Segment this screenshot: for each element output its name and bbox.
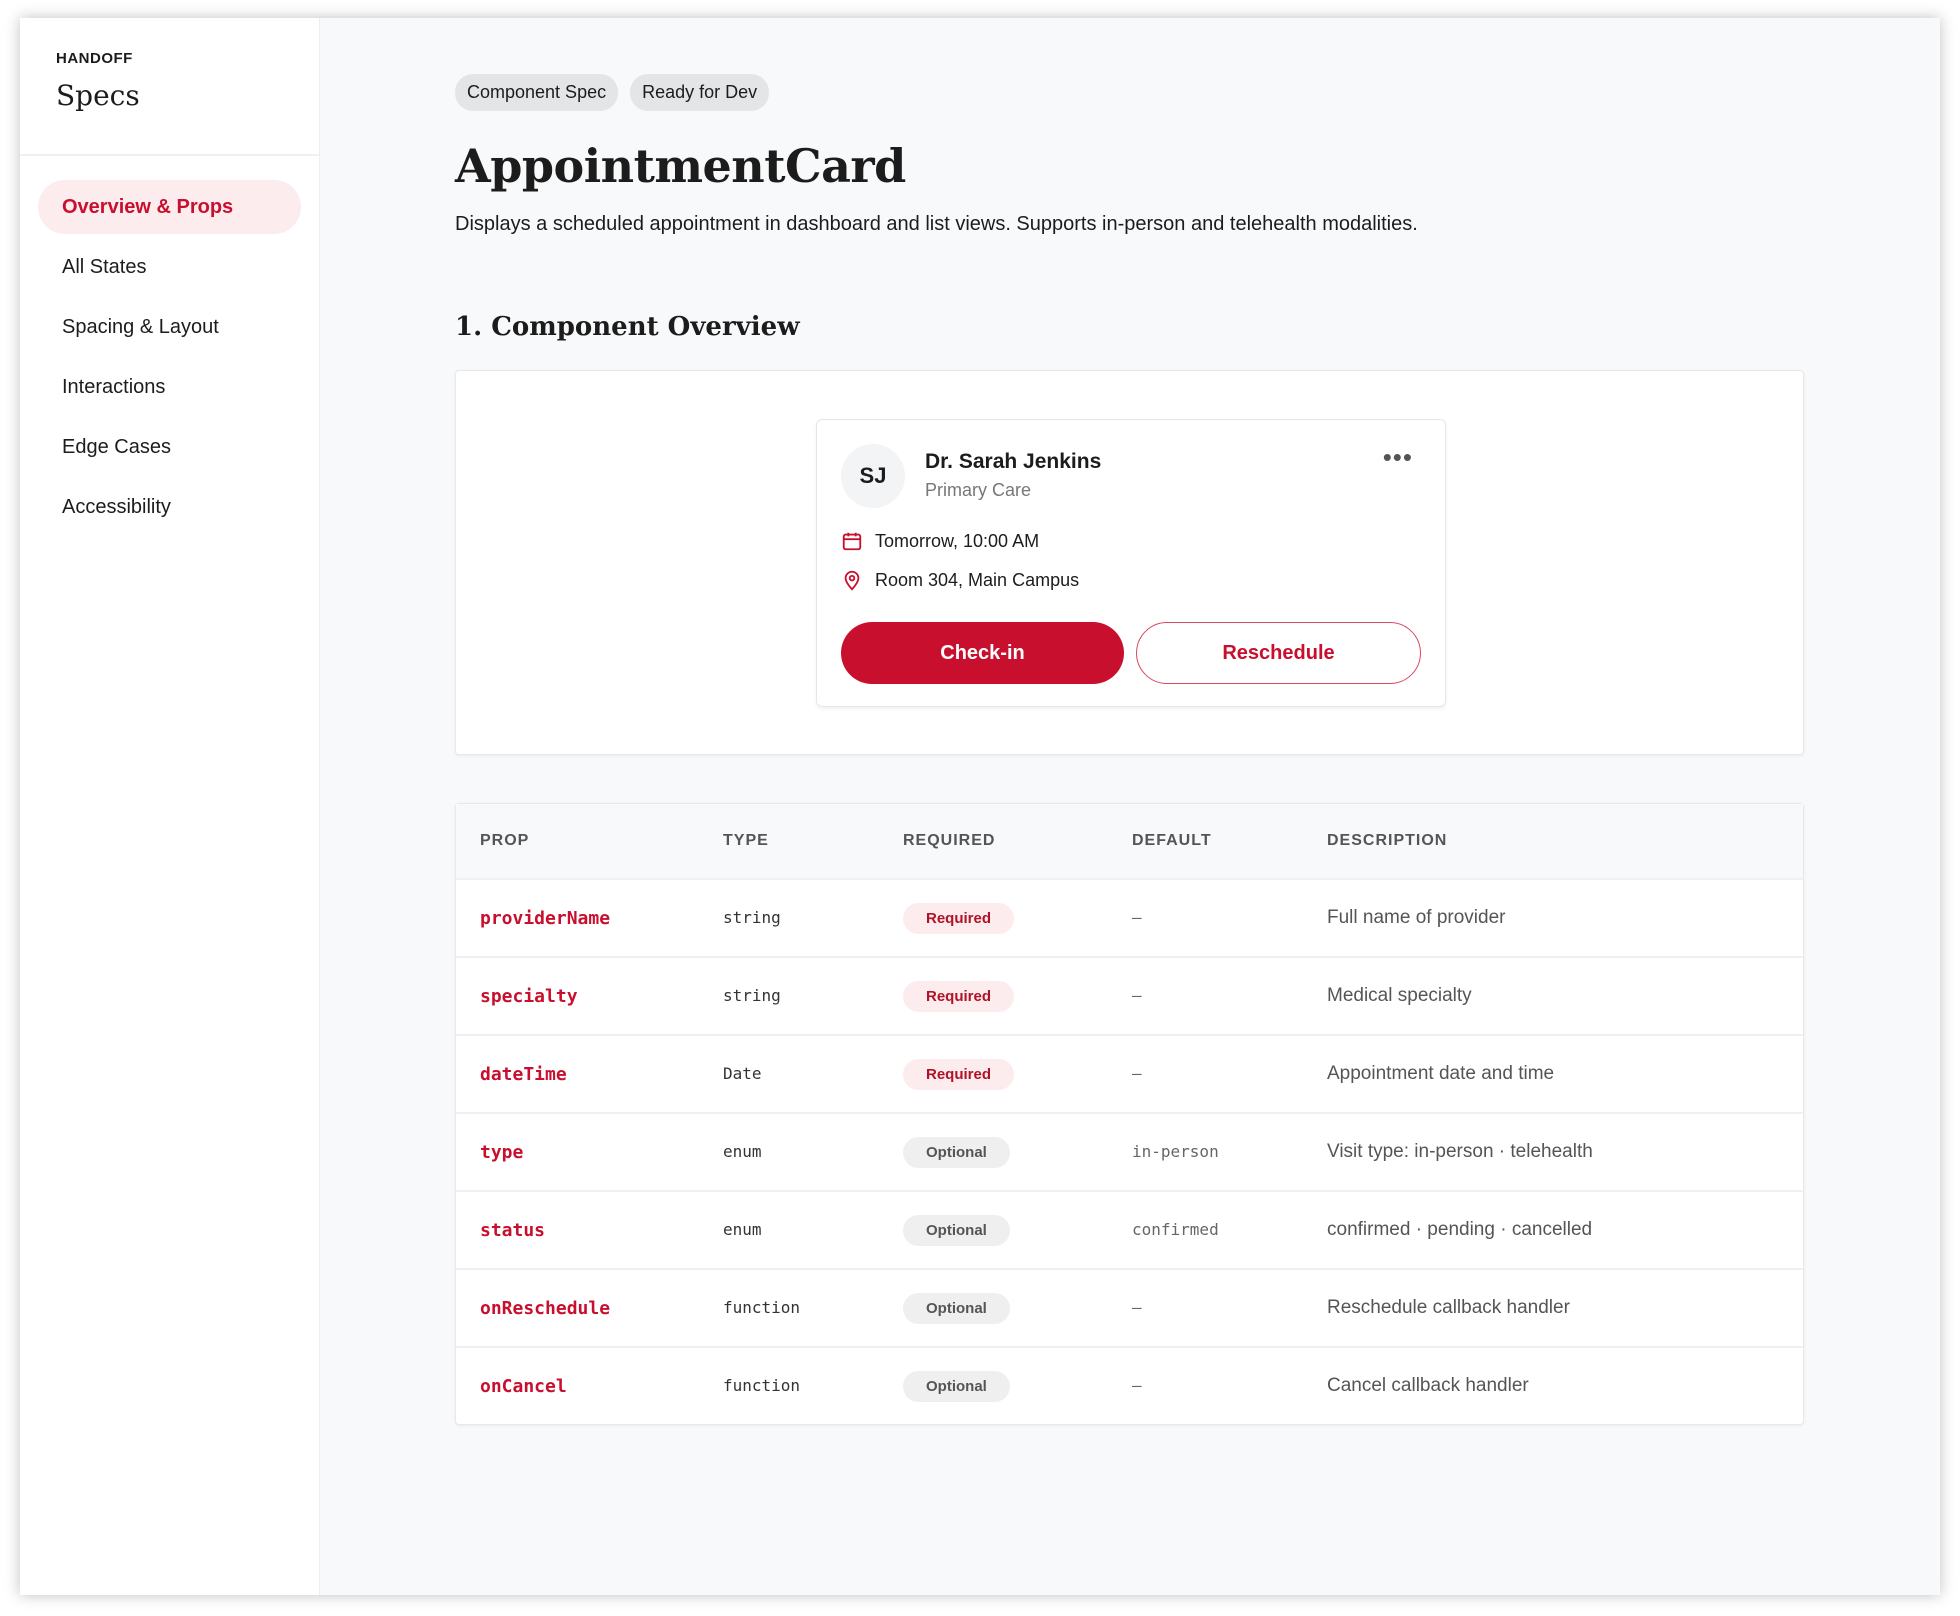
prop-type: enum (723, 1142, 762, 1161)
sidebar-item-all-states[interactable]: All States (62, 255, 147, 278)
sidebar-item-interactions[interactable]: Interactions (62, 375, 166, 398)
prop-name: dateTime (480, 1063, 567, 1085)
brand-title: Specs (56, 79, 140, 112)
required-badge: Required (903, 1058, 1015, 1090)
required-badge: Optional (903, 1214, 1010, 1246)
table-row: status enum Optional confirmed confirmed · p… (456, 1190, 1803, 1268)
page-description: Displays a scheduled appointment in dash… (455, 213, 1418, 235)
datetime-row: Tomorrow, 10:00 AM (841, 530, 1039, 552)
table-row: onCancel function Optional – Cancel callback… (456, 1346, 1803, 1424)
prop-default: in-person (1132, 1142, 1219, 1161)
header-default: DEFAULT (1132, 832, 1212, 849)
sidebar-nav: Overview & Props All States Spacing & La… (20, 156, 319, 534)
table-row: dateTime Date Required – Appointment date an… (456, 1034, 1803, 1112)
sidebar-item-edge-cases[interactable]: Edge Cases (62, 435, 171, 458)
prop-description: Cancel callback handler (1327, 1375, 1529, 1396)
table-row: providerName string Required – Full name of … (456, 878, 1803, 956)
prop-default: – (1132, 1064, 1142, 1083)
header-prop: PROP (480, 832, 530, 849)
prop-description: confirmed · pending · cancelled (1327, 1219, 1593, 1240)
component-preview: SJ Dr. Sarah Jenkins Primary Care ••• To… (455, 370, 1804, 755)
prop-default: – (1132, 1298, 1142, 1317)
check-in-button[interactable]: Check-in (841, 622, 1124, 684)
prop-name: providerName (480, 907, 611, 929)
prop-name: onCancel (480, 1375, 567, 1397)
prop-default: – (1132, 908, 1142, 927)
table-row: onReschedule function Optional – Reschedule … (456, 1268, 1803, 1346)
brand: HANDOFF Specs (20, 18, 319, 156)
page-title: AppointmentCard (455, 139, 906, 193)
sidebar-item-spacing-layout[interactable]: Spacing & Layout (62, 315, 219, 338)
calendar-icon (842, 532, 862, 551)
app-window: HANDOFF Specs Overview & Props All State… (20, 18, 1940, 1595)
props-table: PROP TYPE REQUIRED DEFAULT DESCRIPTION p… (455, 803, 1804, 1425)
required-badge: Optional (903, 1292, 1010, 1324)
prop-type: function (723, 1298, 801, 1317)
chip-component-spec: Component Spec (455, 74, 619, 111)
appointment-datetime: Tomorrow, 10:00 AM (875, 530, 1040, 551)
avatar: SJ (841, 444, 905, 508)
appointment-card: SJ Dr. Sarah Jenkins Primary Care ••• To… (816, 419, 1446, 707)
section-title: 1. Component Overview (455, 312, 800, 342)
required-badge: Optional (903, 1370, 1010, 1402)
prop-description: Medical specialty (1327, 985, 1472, 1006)
header-description: DESCRIPTION (1327, 832, 1448, 849)
prop-type: string (723, 908, 781, 927)
prop-name: onReschedule (480, 1297, 611, 1319)
required-badge: Optional (903, 1136, 1010, 1168)
prop-type: string (723, 986, 781, 1005)
location-row: Room 304, Main Campus (841, 569, 1079, 591)
header-type: TYPE (723, 832, 769, 849)
reschedule-button[interactable]: Reschedule (1136, 622, 1421, 684)
provider-name: Dr. Sarah Jenkins (925, 450, 1102, 473)
table-header: PROP TYPE REQUIRED DEFAULT DESCRIPTION (456, 804, 1803, 878)
location-pin-icon (844, 570, 860, 591)
table-row: type enum Optional in-person Visit type: in-… (456, 1112, 1803, 1190)
prop-name: specialty (480, 985, 578, 1007)
chip-ready-for-dev: Ready for Dev (630, 74, 770, 111)
sidebar-item-accessibility[interactable]: Accessibility (62, 495, 171, 518)
prop-default: – (1132, 1376, 1142, 1395)
appointment-location: Room 304, Main Campus (875, 569, 1080, 590)
provider-specialty: Primary Care (925, 480, 1032, 500)
required-badge: Required (903, 902, 1015, 934)
prop-default: – (1132, 986, 1142, 1005)
main-content: Component Spec Ready for Dev Appointment… (320, 18, 1940, 1595)
prop-description: Full name of provider (1327, 907, 1506, 928)
prop-type: enum (723, 1220, 762, 1239)
prop-name: status (480, 1219, 546, 1241)
prop-type: Date (723, 1064, 762, 1083)
prop-default: confirmed (1132, 1220, 1219, 1239)
prop-description: Reschedule callback handler (1327, 1297, 1570, 1318)
prop-name: type (480, 1141, 524, 1163)
sidebar-item-overview-props[interactable]: Overview & Props (38, 180, 301, 234)
chips: Component Spec Ready for Dev (455, 74, 1940, 111)
prop-description: Appointment date and time (1327, 1063, 1555, 1084)
table-row: specialty string Required – Medical specialt… (456, 956, 1803, 1034)
required-badge: Required (903, 980, 1015, 1012)
prop-type: function (723, 1376, 801, 1395)
sidebar: HANDOFF Specs Overview & Props All State… (20, 18, 320, 1595)
prop-description: Visit type: in-person · telehealth (1327, 1141, 1593, 1162)
brand-kicker: HANDOFF (56, 50, 133, 67)
header-required: REQUIRED (903, 832, 996, 849)
more-horizontal-icon[interactable]: ••• (1382, 442, 1413, 472)
